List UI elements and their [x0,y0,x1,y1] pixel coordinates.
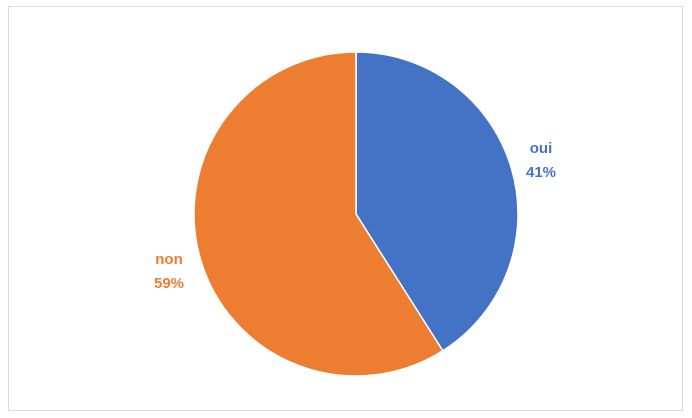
pie-slice-oui [355,51,519,352]
slice-value-label-non: 59% [154,275,184,292]
pie-slice-non [193,51,444,377]
slice-label-non: non [155,251,183,268]
slice-value-label-oui: 41% [526,164,556,181]
slice-label-oui: oui [530,140,553,157]
